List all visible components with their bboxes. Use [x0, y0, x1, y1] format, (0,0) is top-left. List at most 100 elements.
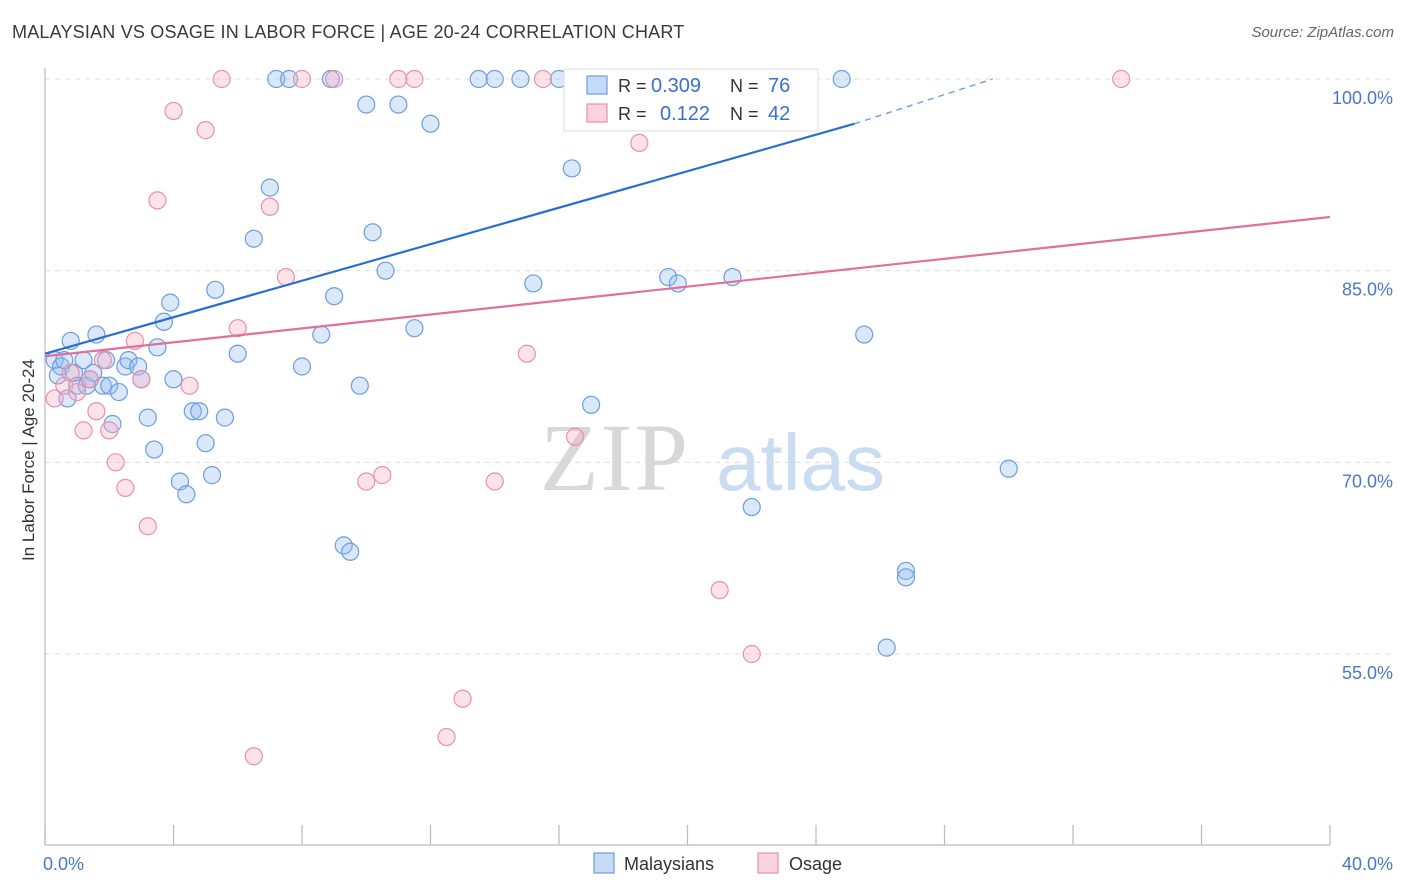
point-malaysians	[100, 376, 119, 395]
grid-lines	[45, 78, 1395, 655]
data-points	[45, 69, 1131, 766]
point-malaysians	[196, 434, 215, 453]
chart-title: MALAYSIAN VS OSAGE IN LABOR FORCE | AGE …	[12, 22, 685, 42]
trend-lines	[44, 78, 1331, 358]
point-malaysians	[832, 69, 851, 89]
point-malaysians	[582, 395, 601, 414]
point-malaysians	[389, 95, 408, 114]
point-osage	[45, 389, 64, 408]
watermark-zip: ZIP	[540, 404, 690, 511]
point-osage	[1112, 69, 1131, 89]
point-osage	[485, 472, 504, 491]
point-osage	[180, 376, 199, 395]
point-osage	[80, 370, 100, 389]
point-malaysians	[896, 568, 916, 587]
point-osage	[164, 101, 183, 121]
point-osage	[138, 517, 157, 536]
y-tick-label: 100.0%	[1332, 88, 1393, 108]
point-osage	[93, 351, 112, 370]
point-osage	[260, 197, 279, 216]
point-osage	[405, 69, 424, 89]
point-malaysians	[202, 466, 222, 485]
legend-swatch-osage	[586, 103, 608, 123]
legend-label-malaysians: Malaysians	[624, 854, 714, 874]
trend-line-malaysians-extension	[854, 78, 993, 125]
point-osage	[630, 133, 649, 152]
point-osage	[292, 69, 312, 89]
point-malaysians	[190, 402, 209, 421]
legend-swatch-malaysians	[586, 75, 608, 95]
point-malaysians	[524, 274, 543, 293]
point-malaysians	[145, 440, 164, 459]
point-malaysians	[109, 382, 128, 402]
point-osage	[517, 344, 536, 363]
point-osage	[533, 69, 553, 89]
point-malaysians	[228, 344, 247, 363]
legend-r-value: 0.309	[651, 75, 701, 97]
point-malaysians	[562, 159, 581, 178]
series-legend: Malaysians Osage	[593, 852, 842, 874]
y-tick-label: 55.0%	[1342, 663, 1393, 683]
point-osage	[244, 747, 263, 766]
point-malaysians	[485, 69, 504, 89]
point-malaysians	[260, 178, 279, 197]
point-osage	[325, 69, 344, 89]
point-malaysians	[357, 95, 376, 114]
watermark: ZIP atlas	[540, 404, 885, 511]
point-osage	[389, 69, 408, 89]
legend-n-value: 42	[768, 103, 790, 125]
point-malaysians	[896, 561, 916, 581]
point-malaysians	[350, 376, 369, 395]
y-axis-title: In Labor Force | Age 20-24	[19, 359, 38, 561]
point-malaysians	[877, 638, 896, 657]
y-tick-label: 85.0%	[1342, 280, 1393, 300]
point-malaysians	[161, 293, 180, 312]
point-malaysians	[292, 357, 312, 376]
point-malaysians	[280, 69, 299, 89]
watermark-atlas: atlas	[716, 418, 885, 507]
point-malaysians	[405, 319, 424, 338]
point-malaysians	[164, 370, 183, 389]
legend-swatch-malaysians	[593, 852, 615, 874]
point-osage	[357, 472, 376, 491]
point-malaysians	[119, 351, 138, 370]
point-malaysians	[421, 114, 440, 133]
point-osage	[196, 121, 215, 140]
point-osage	[565, 427, 585, 446]
point-malaysians	[177, 485, 196, 504]
point-osage	[373, 466, 392, 485]
y-tick-label: 70.0%	[1342, 471, 1393, 491]
legend-r-label: R =	[618, 104, 647, 124]
point-malaysians	[267, 69, 286, 89]
legend-n-label: N =	[730, 104, 759, 124]
point-osage	[710, 581, 729, 600]
point-osage	[74, 421, 93, 440]
point-osage	[100, 421, 119, 440]
x-tick-label: 0.0%	[43, 854, 84, 874]
point-osage	[148, 191, 167, 210]
point-malaysians	[215, 408, 234, 427]
trend-line-malaysians	[44, 122, 855, 355]
source-label: Source: ZipAtlas.com	[1251, 24, 1394, 41]
point-malaysians	[855, 325, 874, 344]
point-osage	[742, 644, 761, 664]
point-osage	[228, 319, 247, 338]
legend-swatch-osage	[757, 852, 779, 874]
point-osage	[453, 689, 472, 708]
point-malaysians	[312, 325, 331, 344]
trend-line-osage	[44, 215, 1331, 358]
axes: 55.0% 70.0% 85.0% 100.0% 0.0% 40.0%	[43, 68, 1393, 874]
point-malaysians	[206, 280, 225, 299]
point-malaysians	[148, 338, 167, 357]
x-tick-label: 40.0%	[1342, 854, 1393, 874]
point-osage	[68, 382, 87, 402]
point-malaysians	[511, 69, 530, 89]
point-osage	[61, 363, 80, 382]
legend-n-value: 76	[768, 75, 790, 97]
point-malaysians	[742, 497, 761, 517]
point-osage	[87, 402, 106, 421]
point-osage	[132, 370, 151, 389]
legend-r-label: R =	[618, 76, 647, 96]
legend-n-label: N =	[730, 76, 759, 96]
